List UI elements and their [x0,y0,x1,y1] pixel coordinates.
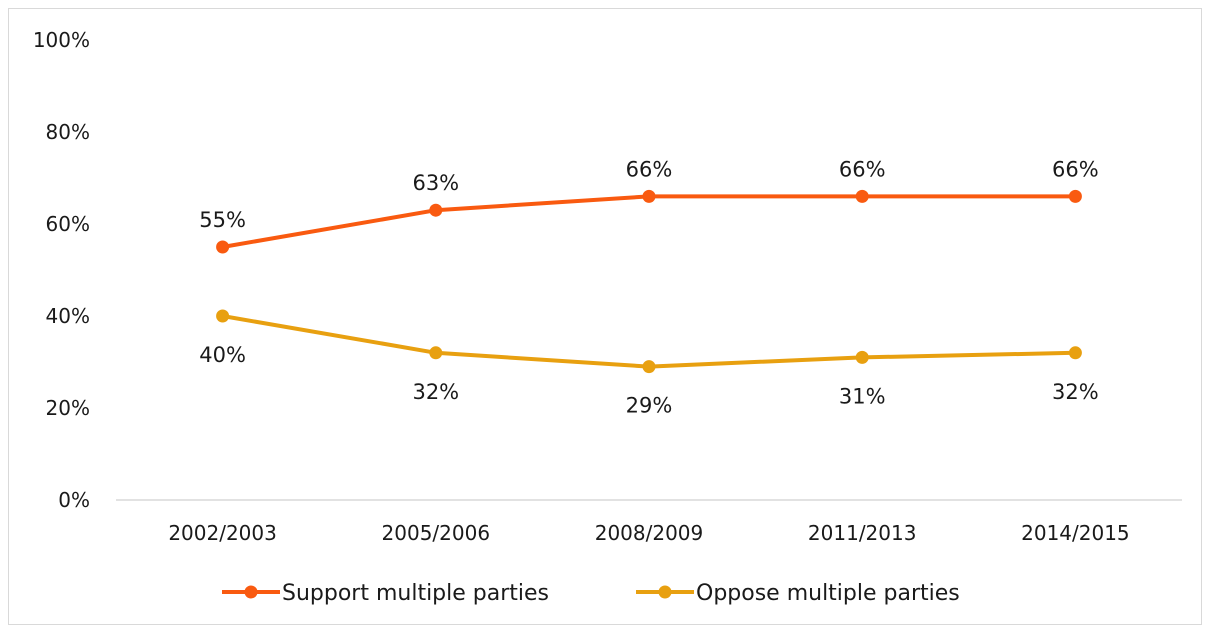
legend-marker-1 [244,585,258,599]
legend-label: Support multiple parties [282,581,549,606]
data-point-series-2 [855,350,869,364]
data-point-series-2 [216,309,230,323]
data-label: 66% [839,157,886,181]
legend-label: Oppose multiple parties [696,581,960,606]
data-point-series-2 [429,346,443,360]
legend-marker-2 [658,585,672,599]
y-tick-label: 80% [46,120,90,144]
data-label: 31% [839,384,886,408]
x-tick-label: 2011/2013 [808,521,917,545]
x-tick-label: 2002/2003 [168,521,277,545]
y-tick-label: 0% [58,488,90,512]
data-label: 32% [412,380,459,404]
data-label: 66% [626,157,673,181]
data-point-series-1 [1068,189,1082,203]
data-label: 32% [1052,380,1099,404]
data-label: 55% [199,208,246,232]
x-tick-label: 2008/2009 [595,521,704,545]
data-label: 40% [199,343,246,367]
data-point-series-1 [855,189,869,203]
series-line-1 [222,194,1076,249]
data-point-series-2 [642,360,656,374]
data-point-series-1 [216,240,230,254]
data-point-series-1 [429,203,443,217]
y-tick-label: 20% [46,396,90,420]
chart-frame [8,8,1202,625]
data-point-series-1 [642,189,656,203]
x-tick-label: 2014/2015 [1021,521,1130,545]
data-point-series-2 [1068,346,1082,360]
y-tick-label: 100% [33,28,90,52]
data-label: 63% [412,171,459,195]
y-tick-label: 60% [46,212,90,236]
series-line-2 [222,314,1076,369]
data-label: 66% [1052,157,1099,181]
y-tick-label: 40% [46,304,90,328]
x-tick-label: 2005/2006 [382,521,491,545]
data-label: 29% [626,394,673,418]
